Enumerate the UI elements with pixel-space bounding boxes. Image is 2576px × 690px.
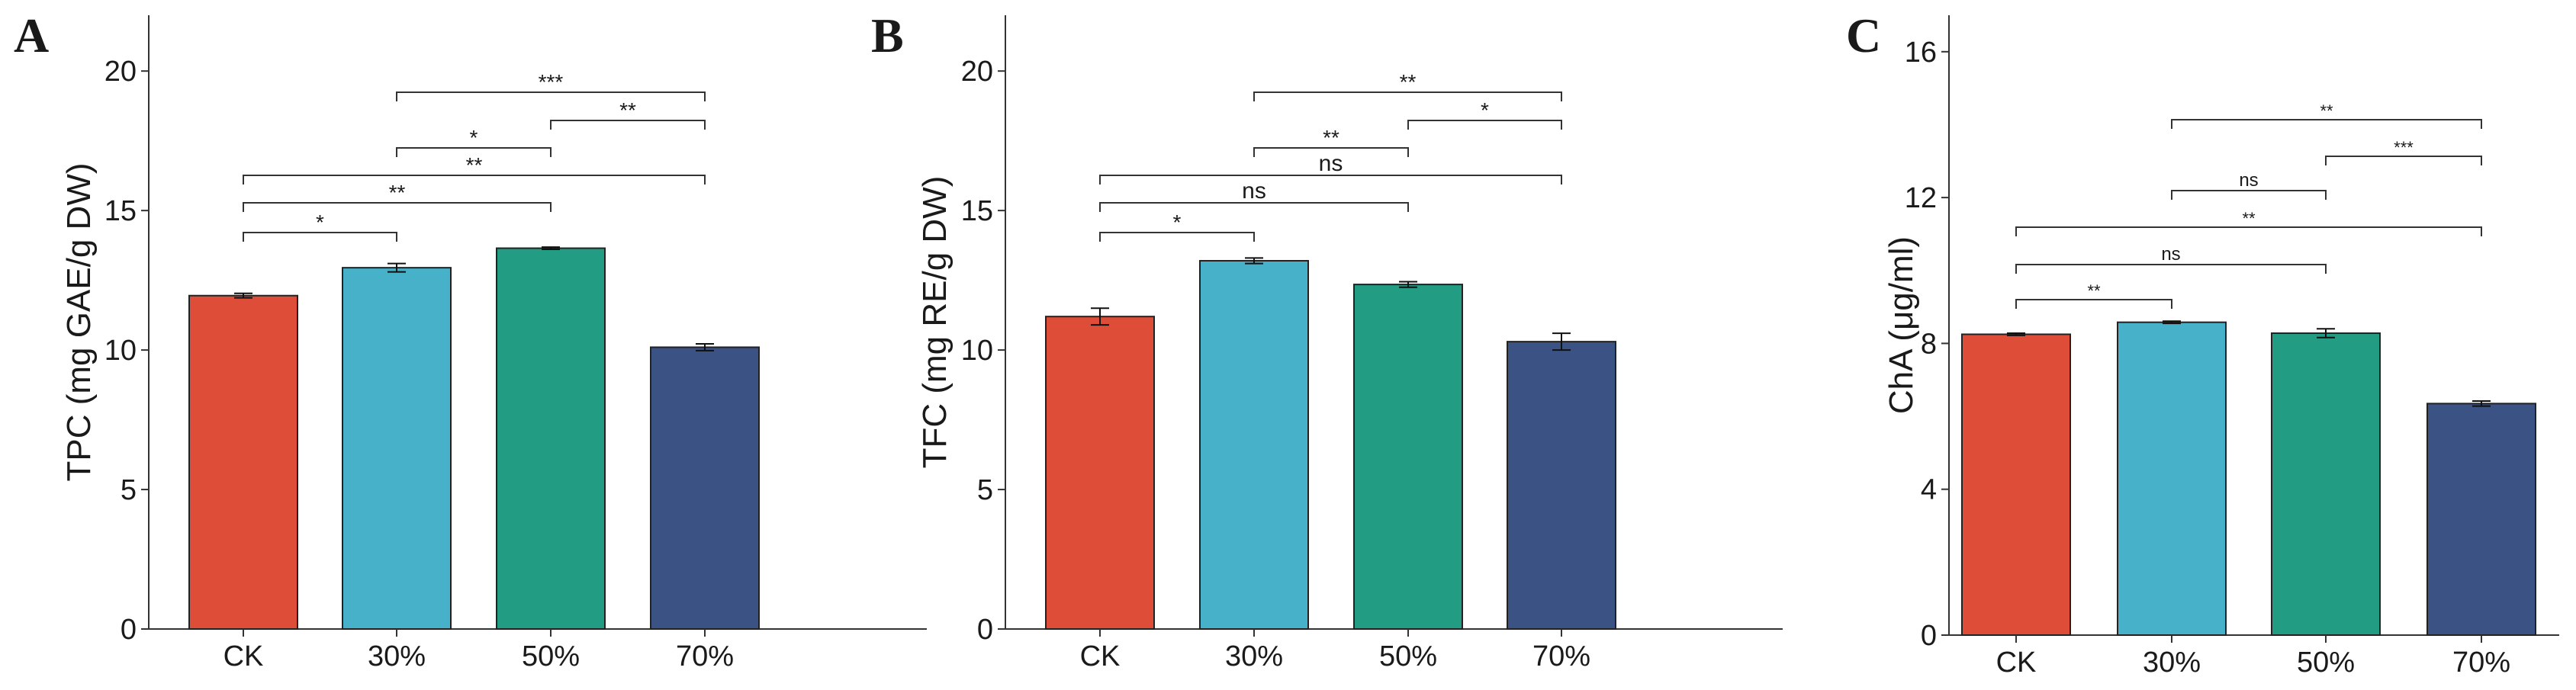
bar-50pct (496, 247, 606, 630)
bar-30pct (342, 267, 452, 630)
y-tick-label: 16 (1905, 37, 1937, 69)
y-axis-label: ChA (μg/ml) (1883, 236, 1920, 414)
significance-bracket (550, 120, 706, 130)
significance-label: ns (2161, 244, 2180, 265)
y-tick-label: 12 (1905, 182, 1937, 214)
significance-label: ** (389, 181, 406, 204)
y-tick-label: 20 (961, 56, 993, 88)
significance-label: ** (2087, 281, 2101, 300)
significance-label: ** (1323, 126, 1339, 149)
x-tick-label: CK (224, 640, 264, 672)
significance-label: *** (539, 70, 564, 94)
x-tick-label: 70% (1532, 640, 1590, 672)
significance-label: ** (619, 98, 636, 122)
y-tick-label: 20 (105, 56, 137, 88)
x-tick-label: CK (1996, 647, 2037, 679)
y-tick-label: 15 (961, 195, 993, 227)
bar-ck (1045, 316, 1155, 630)
significance-bracket (1099, 232, 1255, 242)
bar-70pct (2426, 403, 2536, 637)
significance-bracket (2015, 299, 2172, 309)
y-axis-label: TPC (mg GAE/g DW) (60, 162, 98, 481)
x-tick-label: 50% (1379, 640, 1437, 672)
bar-70pct (650, 346, 760, 630)
y-tick-label: 5 (121, 474, 137, 506)
bar-30pct (1199, 260, 1309, 630)
significance-label: ** (2320, 101, 2333, 120)
panel-letter: A (14, 8, 49, 63)
significance-label: * (1481, 98, 1489, 122)
bar-50pct (1353, 284, 1463, 630)
significance-bracket (2171, 119, 2482, 129)
significance-label: ns (2239, 170, 2258, 191)
significance-bracket (1253, 147, 1409, 157)
y-tick-label: 15 (105, 195, 137, 227)
bar-70pct (1507, 341, 1616, 630)
significance-bracket (1099, 175, 1562, 185)
bar-ck (188, 294, 298, 630)
significance-bracket (2171, 190, 2327, 200)
panel-b: B 0 5 10 15 20 TFC (mg RE/g DW) CK 30% 50% 70% * ns n… (871, 8, 1783, 672)
bar-50pct (2271, 332, 2381, 636)
significance-bracket (243, 202, 552, 212)
x-tick-label: 30% (1225, 640, 1283, 672)
significance-bracket (2325, 156, 2482, 165)
panel-c: C 0 4 8 12 16 ChA (μg/ml) CK 30% 50% 70% ** ns ** ns **… (1846, 8, 2559, 679)
panel-letter: C (1846, 8, 1881, 63)
significance-bracket (2015, 226, 2482, 236)
x-tick-label: 30% (2143, 647, 2201, 679)
y-tick-label: 0 (977, 614, 993, 646)
significance-label: ns (1319, 151, 1343, 176)
significance-bracket (2015, 264, 2327, 274)
x-tick-label: 70% (676, 640, 734, 672)
y-tick-label: 4 (1921, 474, 1937, 506)
y-tick-label: 10 (961, 335, 993, 367)
significance-bracket (396, 147, 552, 157)
x-tick-label: 50% (522, 640, 580, 672)
significance-label: ns (1242, 178, 1266, 204)
y-axis-label: TFC (mg RE/g DW) (916, 176, 954, 469)
x-tick-label: 30% (368, 640, 426, 672)
significance-bracket (243, 175, 706, 185)
x-tick-label: 70% (2452, 647, 2510, 679)
significance-label: * (470, 126, 478, 149)
y-tick-label: 0 (1921, 620, 1937, 652)
significance-label: *** (2394, 138, 2414, 157)
significance-label: * (1173, 210, 1182, 234)
bar-ck (1961, 333, 2071, 636)
significance-bracket (1099, 202, 1409, 212)
x-tick-label: 50% (2297, 647, 2355, 679)
significance-label: ** (1400, 70, 1417, 94)
x-tick-label: CK (1080, 640, 1121, 672)
significance-bracket (1253, 91, 1562, 101)
panel-letter: B (871, 8, 904, 63)
y-tick-label: 10 (105, 335, 137, 367)
y-tick-label: 8 (1921, 328, 1937, 360)
significance-bracket (396, 91, 706, 101)
significance-label: ** (466, 153, 483, 177)
y-tick-label: 0 (121, 614, 137, 646)
significance-bracket (243, 232, 397, 242)
bar-30pct (2117, 321, 2227, 636)
significance-label: ** (2242, 209, 2256, 228)
significance-bracket (1407, 120, 1562, 130)
y-tick-label: 5 (977, 474, 993, 506)
significance-label: * (316, 210, 324, 234)
